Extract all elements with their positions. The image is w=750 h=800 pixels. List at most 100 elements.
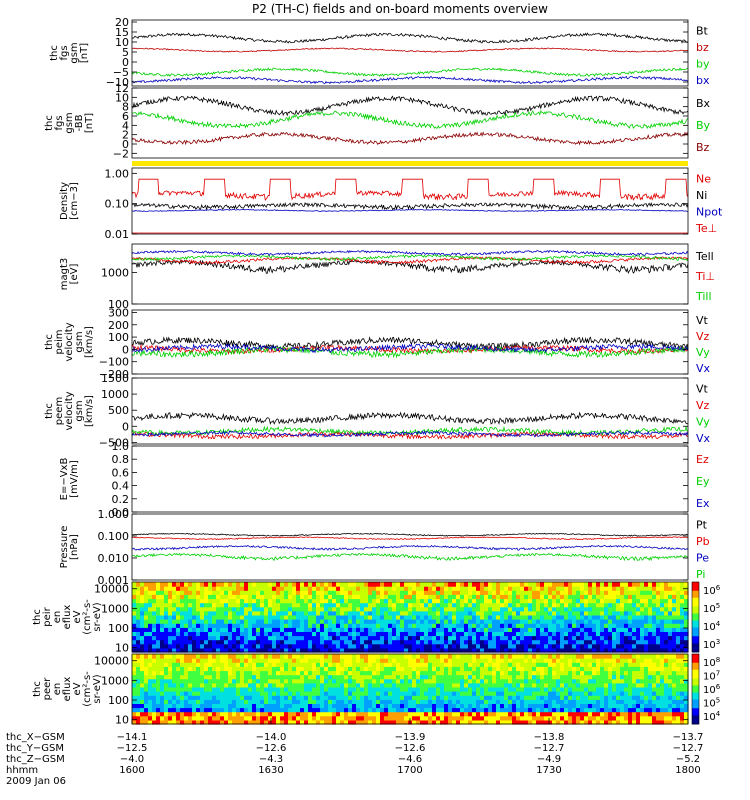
peir-cell [496,606,501,612]
peer-cell [648,674,653,680]
peer-cell [540,707,545,713]
peer-cell [656,666,661,672]
peir-cell [352,614,357,620]
peer-cell [444,682,449,688]
peir-cell [396,606,401,612]
peir-cell [608,586,613,591]
peer-cell [640,686,645,692]
peer-cell [508,711,513,717]
peer-cell [192,654,197,659]
peir-cell [360,586,365,591]
peir-cell [516,635,521,641]
peir-cell [644,594,649,600]
peer-cell [504,691,509,696]
peer-cell [632,662,637,667]
peir-cell [516,631,521,637]
peir-colorbar-step [692,639,699,642]
peir-cell [244,639,249,645]
peer-cell [676,703,681,709]
peer-cell [464,719,469,725]
peer-cell [292,703,297,709]
peer-cell [252,670,257,676]
peer-cell [240,670,245,676]
peir-cell [308,643,313,649]
fgs-series-by [131,67,689,77]
peir-cell [596,631,601,637]
peer-cell [640,674,645,680]
peir-cell [556,582,561,587]
fgs-ytick-label: 15 [115,26,129,39]
peir-cell [312,594,317,600]
peer-cell [404,707,409,713]
peir-cell [484,594,489,600]
peir-cell [316,582,321,587]
peir-cell [404,627,409,632]
peir-cell [400,606,405,612]
peir-cell [312,619,317,624]
peer-cell [284,711,289,717]
peer-cell [640,658,645,663]
peir-cell [568,647,573,653]
peir-cell [676,627,681,632]
peir-cell [320,614,325,620]
peir-cell [344,606,349,612]
peer-cell [248,711,253,717]
peer-cell [240,719,245,725]
peir-cell [264,586,269,591]
peer-cell [632,674,637,680]
peir-cell [312,639,317,645]
peer-cell [248,654,253,659]
peir-cell [500,643,505,649]
peir-cell [252,623,257,628]
peer-cell [472,678,477,684]
peir-cell [684,610,689,616]
peer-cell [456,682,461,688]
peir-cell [356,619,361,624]
peer-cell [352,674,357,680]
peir-cell [272,586,277,591]
peir-cell [672,619,677,624]
peer-cell [656,715,661,721]
peir-cell [340,598,345,604]
peir-ylabel: sr-eV) [92,602,103,631]
peir-cell [248,606,253,612]
peer-cell [336,707,341,713]
peer-cell [216,666,221,672]
peer-cell [564,691,569,696]
peer-cell [308,654,313,659]
peir-cell [664,590,669,595]
peer-cell [536,682,541,688]
peer-cell [680,682,685,688]
peer-cell [264,658,269,663]
peir-cell [304,631,309,637]
peer-cell [592,666,597,672]
peir-cell [228,639,233,645]
peer-cell [516,674,521,680]
peer-cell [252,658,257,663]
peir-cell [400,614,405,620]
peir-cell [248,639,253,645]
peir-cell [320,602,325,608]
peir-cell [444,627,449,632]
peir-cell [652,643,657,649]
peer-cell [452,662,457,667]
peir-cell [408,610,413,616]
peir-cell [660,643,665,649]
peir-cell [272,647,277,653]
peir-cell [400,627,405,632]
peir-cell [624,606,629,612]
peir-cell [304,647,309,653]
peir-cell [180,627,185,632]
peir-cell [616,606,621,612]
peir-cell [152,631,157,637]
peir-cell [160,639,165,645]
peer-cell [192,691,197,696]
fgs-ytick-label: −5 [113,66,129,79]
temp-series-extra [131,249,689,257]
peir-cell [200,586,205,591]
peir-cell [556,590,561,595]
peer-cell [140,682,145,688]
peir-cell [456,623,461,628]
peir-cell [412,606,417,612]
peir-cell [332,602,337,608]
